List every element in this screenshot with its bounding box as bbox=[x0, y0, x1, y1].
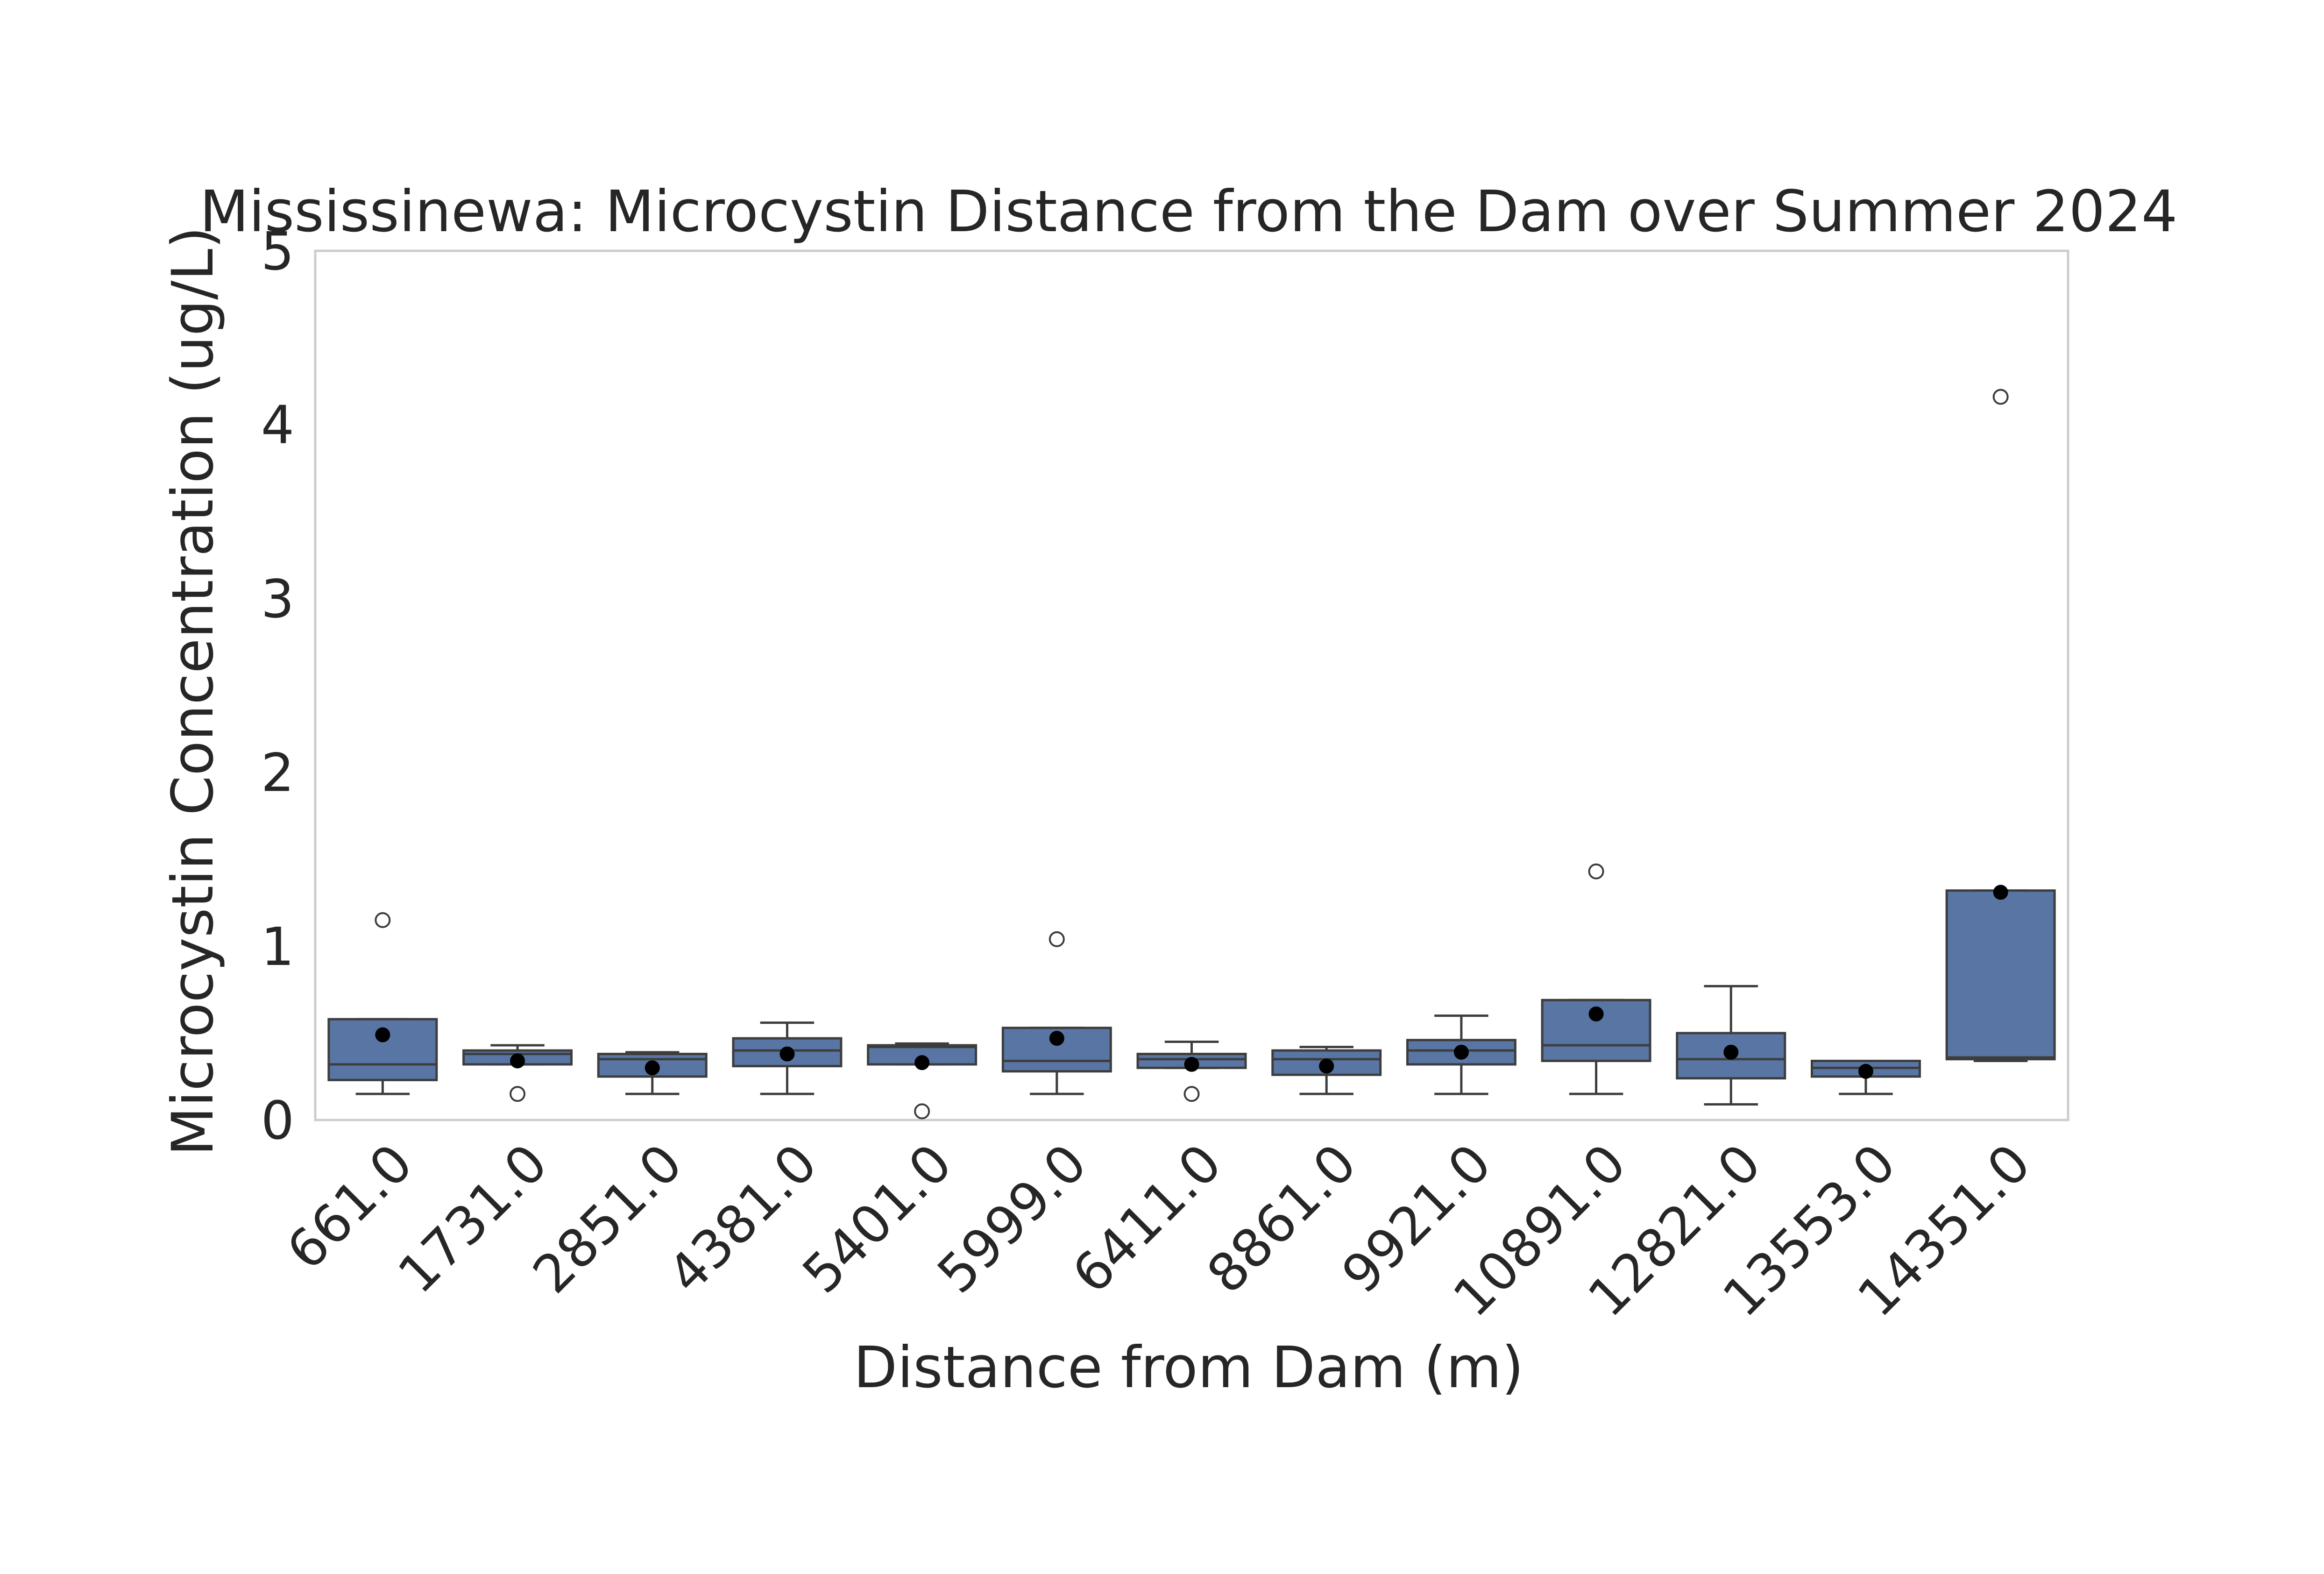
outlier-point bbox=[914, 1103, 930, 1120]
y-tick-label: 2 bbox=[261, 743, 294, 804]
outlier-point bbox=[375, 912, 391, 928]
mean-marker bbox=[1184, 1056, 1199, 1072]
outlier-point bbox=[1992, 389, 2009, 405]
box-1731.0 bbox=[462, 1044, 573, 1102]
mean-marker bbox=[1049, 1031, 1064, 1046]
mean-marker bbox=[510, 1053, 525, 1069]
mean-marker bbox=[1588, 1006, 1604, 1021]
box-4381.0 bbox=[732, 1021, 843, 1095]
box-14351.0 bbox=[1945, 389, 2056, 1062]
y-tick-label: 4 bbox=[261, 395, 294, 456]
mean-marker bbox=[1453, 1044, 1469, 1060]
box-5999.0 bbox=[1001, 931, 1112, 1095]
y-tick-label: 5 bbox=[261, 221, 294, 282]
outlier-point bbox=[510, 1086, 526, 1102]
outlier-point bbox=[1183, 1086, 1200, 1102]
y-axis-label: Microcystin Concentration (ug/L) bbox=[160, 227, 226, 1156]
y-tick-label: 1 bbox=[261, 917, 294, 978]
y-tick-label: 3 bbox=[261, 569, 294, 630]
box-5401.0 bbox=[867, 1042, 978, 1120]
mean-marker bbox=[1319, 1058, 1334, 1074]
mean-marker bbox=[1723, 1044, 1739, 1060]
mean-marker bbox=[1993, 885, 2008, 900]
box-661.0 bbox=[327, 912, 438, 1095]
outlier-point bbox=[1588, 863, 1604, 879]
outlier-point bbox=[1049, 931, 1065, 947]
mean-marker bbox=[645, 1060, 660, 1076]
box-12821.0 bbox=[1676, 985, 1786, 1106]
mean-marker bbox=[779, 1046, 795, 1062]
mean-marker bbox=[375, 1027, 390, 1042]
box-13553.0 bbox=[1810, 1059, 1921, 1095]
box-2851.0 bbox=[597, 1051, 708, 1095]
y-axis-ticks: 0 1 2 3 4 5 bbox=[261, 221, 294, 1151]
box-iqr bbox=[1541, 999, 1651, 1062]
x-axis-label: Distance from Dam (m) bbox=[853, 1334, 1523, 1401]
chart-title: Mississinewa: Microcystin Distance from … bbox=[199, 178, 2177, 245]
mean-marker bbox=[914, 1055, 930, 1071]
boxes-group bbox=[327, 389, 2056, 1120]
y-tick-label: 0 bbox=[261, 1091, 294, 1151]
mean-marker bbox=[1858, 1064, 1873, 1079]
box-10891.0 bbox=[1541, 863, 1651, 1095]
box-8861.0 bbox=[1271, 1046, 1382, 1095]
box-9921.0 bbox=[1406, 1014, 1516, 1095]
box-6411.0 bbox=[1136, 1041, 1247, 1102]
plot-area-frame bbox=[314, 249, 2069, 1121]
box-iqr bbox=[1945, 889, 2056, 1061]
